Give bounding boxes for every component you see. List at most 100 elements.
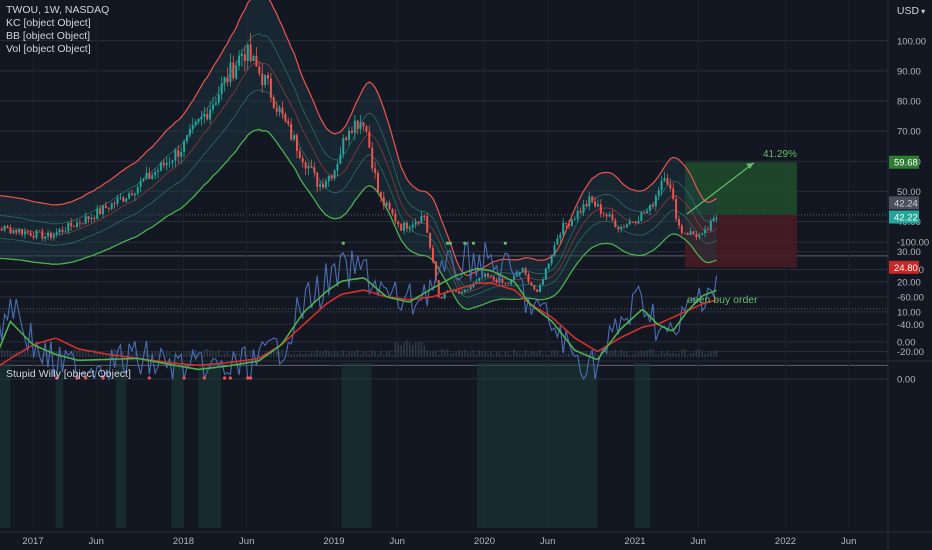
candle-body: [191, 125, 194, 129]
volume-bar: [423, 344, 426, 357]
volume-bar: [634, 353, 637, 357]
risk-reward-zones[interactable]: [685, 162, 797, 268]
bb-upper-line: [0, 0, 717, 277]
candle-body: [680, 225, 683, 233]
candle-body: [568, 224, 571, 226]
candle-body: [510, 279, 513, 285]
volume-bar: [545, 354, 547, 357]
candle-body: [139, 181, 142, 187]
candle-body: [87, 216, 90, 220]
volume-bar: [339, 353, 342, 357]
candle-body: [301, 158, 304, 163]
volume-bar: [313, 353, 316, 357]
candle-body: [562, 222, 565, 235]
volume-bar: [99, 353, 101, 357]
candle-body: [3, 226, 6, 231]
volume-bar: [76, 350, 78, 357]
candle-body: [431, 247, 434, 262]
oscillator-shading: [0, 363, 651, 528]
volume-bar: [183, 353, 185, 357]
candle-body: [362, 122, 365, 127]
osc-fast-line: [0, 267, 717, 371]
candle-body: [348, 130, 351, 140]
oscillator-title[interactable]: Stupid Willy [object Object]: [6, 368, 131, 380]
candle-body: [240, 54, 243, 56]
candle-body: [446, 290, 449, 293]
kc-basis-line: [0, 89, 717, 298]
currency-button[interactable]: USD ▾: [896, 3, 926, 19]
candle-body: [654, 195, 657, 207]
candle-body: [212, 104, 215, 110]
candle-body: [573, 218, 576, 220]
candle-body: [96, 208, 99, 220]
volume-bar: [628, 354, 631, 357]
volume-bar: [105, 354, 107, 357]
volume-bar: [197, 353, 200, 357]
volume-bar: [519, 353, 521, 357]
candle-body: [183, 141, 186, 152]
candle-body: [651, 205, 654, 207]
osc-tick-label: -20.00: [897, 347, 924, 358]
candle-body: [145, 172, 148, 180]
volume-bar: [371, 350, 374, 357]
candle-body: [252, 56, 255, 62]
volume-bar: [244, 351, 246, 357]
candle-body: [267, 75, 270, 79]
symbol-title[interactable]: TWOU, 1W, NASDAQ: [6, 4, 110, 16]
volume-bar: [542, 354, 544, 357]
candle-body: [246, 44, 249, 62]
volume-bar: [403, 342, 405, 357]
osc-overbought-dot: [249, 376, 253, 380]
volume-bar: [348, 351, 350, 357]
osc-oversold-dot: [471, 241, 476, 245]
osc-shade-region: [635, 363, 651, 528]
vol-legend[interactable]: Vol [object Object]: [6, 43, 91, 55]
candle-body: [585, 204, 588, 207]
volume-bar: [296, 354, 298, 357]
bb-legend[interactable]: BB [object Object]: [6, 30, 91, 42]
volume-bar: [394, 342, 397, 357]
candle-body: [217, 94, 220, 103]
volume-bar: [345, 353, 347, 357]
volume-bar: [492, 354, 495, 357]
candle-body: [185, 135, 188, 142]
candle-body: [324, 181, 327, 188]
candle-body: [434, 261, 437, 281]
time-tick-label: Jun: [540, 536, 555, 547]
candle-body: [353, 120, 356, 133]
volume-bar: [189, 350, 191, 357]
time-tick-label: Jun: [89, 536, 104, 547]
candle-body: [701, 233, 704, 235]
candle-body: [47, 232, 50, 237]
volume-bar: [562, 354, 565, 357]
candle-body: [414, 222, 417, 225]
candle-body: [550, 255, 553, 264]
volume-bar: [669, 352, 672, 357]
candle-body: [599, 204, 602, 214]
candle-body: [686, 233, 689, 235]
candle-body: [128, 193, 131, 199]
candle-body: [469, 286, 472, 290]
candle-body: [403, 222, 406, 231]
volume-bar: [310, 352, 313, 357]
candle-body: [18, 229, 21, 233]
candle-body: [32, 235, 35, 238]
candle-body: [38, 230, 41, 232]
volume-bar: [307, 354, 310, 357]
candle-body: [194, 121, 197, 126]
last-price-tag-bg: [889, 196, 919, 210]
target-arrow-head: [746, 162, 754, 169]
candle-body: [472, 283, 475, 287]
volume-bar: [165, 352, 168, 357]
candle-body: [269, 78, 272, 98]
kc-legend[interactable]: KC [object Object]: [6, 17, 91, 29]
candle-body: [675, 198, 678, 220]
candle-body: [125, 198, 128, 202]
volume-bar: [246, 354, 249, 357]
candle-body: [365, 126, 368, 132]
candle-body: [275, 108, 278, 112]
volume-bar: [683, 349, 686, 357]
chevron-down-icon: ▾: [921, 7, 926, 16]
candle-body: [284, 114, 287, 121]
